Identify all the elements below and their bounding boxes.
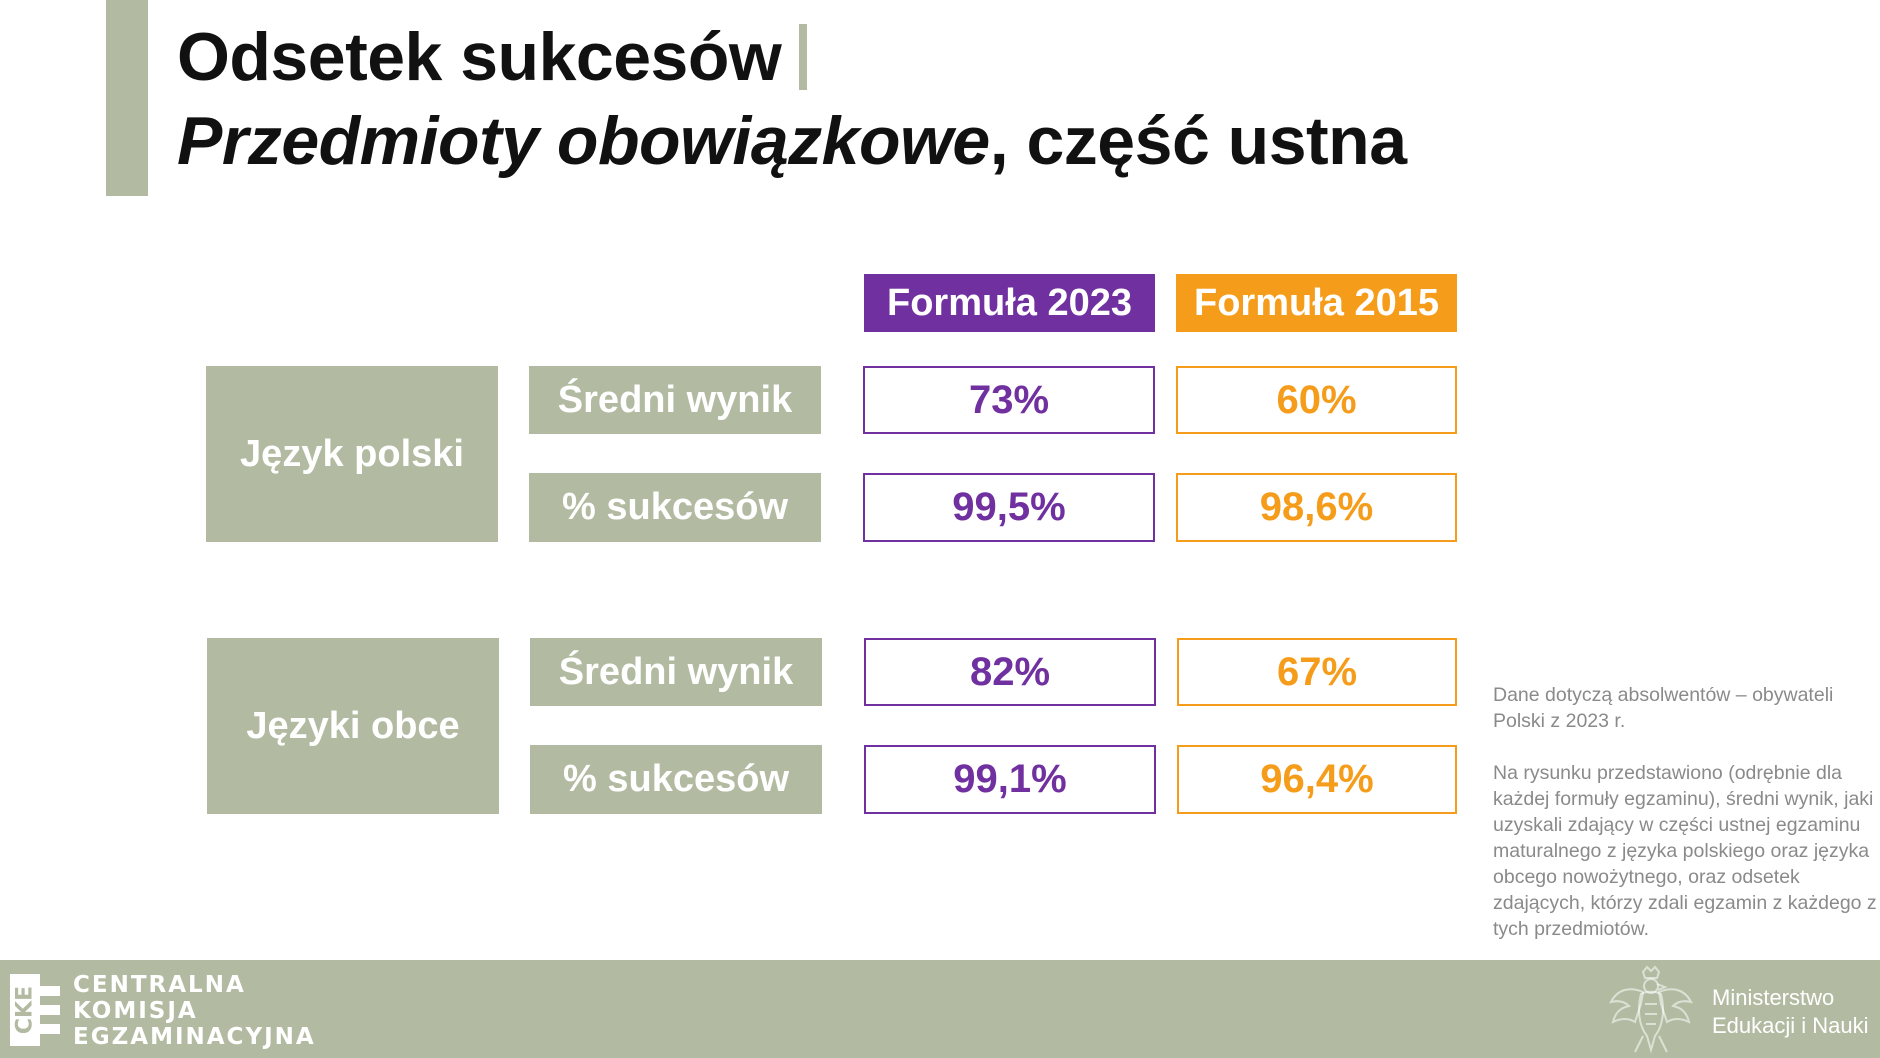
page-title-text: Odsetek sukcesów [177,19,782,95]
page-subtitle-rest: , część ustna [989,103,1407,179]
cke-logo-text: CKE [13,986,38,1034]
column-header-formula-2015: Formuła 2015 [1176,274,1457,332]
cke-logo-icon: CKE [10,974,60,1046]
metric-label-success-rate: % sukcesów [529,473,821,542]
value-foreign-success-2023: 99,1% [864,745,1156,814]
title-accent-bar [106,0,148,196]
value-foreign-average-2023: 82% [864,638,1156,706]
value-polish-average-2023: 73% [863,366,1155,434]
value-foreign-average-2015: 67% [1177,638,1457,706]
ministry-line-1: Ministerstwo [1712,985,1835,1010]
column-header-formula-2023: Formuła 2023 [864,274,1155,332]
footnote-scope: Dane dotyczą absolwentów – obywateli Pol… [1493,684,1834,732]
page-title: Odsetek sukcesów [177,18,808,96]
value-polish-average-2015: 60% [1176,366,1457,434]
value-polish-success-2015: 98,6% [1176,473,1457,542]
subject-label-foreign-languages: Języki obce [207,638,499,814]
title-separator [799,24,808,90]
footer-bar: CKE CENTRALNA KOMISJA EGZAMINACYJNA Mini… [0,960,1880,1058]
cke-wordmark: CENTRALNA KOMISJA EGZAMINACYJNA [73,972,316,1050]
ministry-wordmark: Ministerstwo Edukacji i Nauki [1712,984,1869,1040]
subject-label-polish: Język polski [206,366,498,542]
value-polish-success-2023: 99,5% [863,473,1155,542]
page-subtitle-italic: Przedmioty obowiązkowe [177,103,990,179]
cke-line-1: CENTRALNA [73,972,246,998]
ministry-line-2: Edukacji i Nauki [1712,1013,1869,1038]
footnote-description: Na rysunku przedstawiono (odrębnie dla k… [1493,762,1877,940]
metric-label-average-score: Średni wynik [530,638,822,706]
page-subtitle: Przedmioty obowiązkowe, część ustna [177,102,1407,180]
footnote: Dane dotyczą absolwentów – obywateli Pol… [1493,682,1878,942]
polish-eagle-emblem-icon [1609,965,1693,1054]
cke-line-2: KOMISJA [73,998,198,1024]
cke-line-3: EGZAMINACYJNA [73,1024,316,1050]
metric-label-success-rate: % sukcesów [530,745,822,814]
value-foreign-success-2015: 96,4% [1177,745,1457,814]
metric-label-average-score: Średni wynik [529,366,821,434]
